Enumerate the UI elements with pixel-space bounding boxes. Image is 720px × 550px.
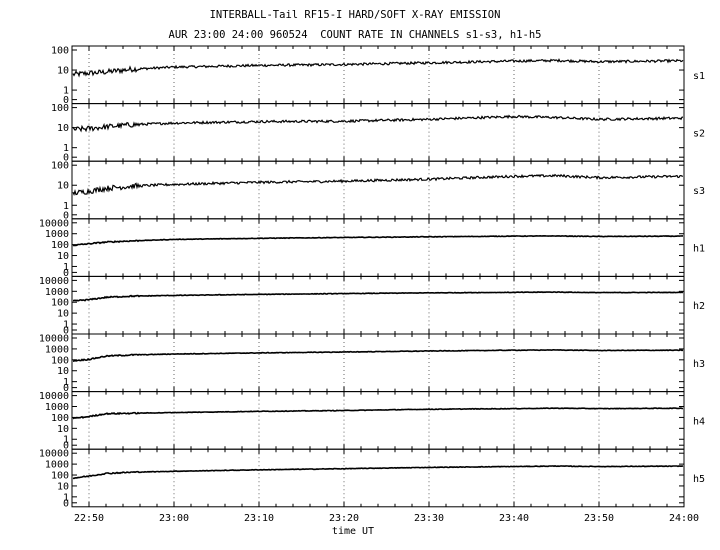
y-tick-label-h4: 10000 bbox=[39, 391, 69, 402]
y-tick-label-h4: 100 bbox=[51, 413, 69, 424]
y-tick-label-h1: 10000 bbox=[39, 218, 69, 229]
x-tick-label: 22:50 bbox=[74, 513, 104, 524]
panel-frame-h1 bbox=[71, 218, 685, 277]
series-line-s1 bbox=[72, 58, 684, 78]
y-tick-label-h2: 1000 bbox=[45, 287, 69, 298]
y-tick-label-h5: 10 bbox=[57, 481, 69, 492]
y-tick-label-h3: 1000 bbox=[45, 344, 69, 355]
y-tick-label-s1: 100 bbox=[51, 46, 69, 57]
panel-frame-s3 bbox=[71, 160, 685, 220]
panel-frame-s2 bbox=[71, 103, 685, 162]
x-tick-label: 23:10 bbox=[244, 513, 274, 524]
y-tick-label-s2: 10 bbox=[57, 123, 69, 134]
y-tick-label-h4: 1 bbox=[63, 435, 69, 446]
y-tick-label-h5: 10000 bbox=[39, 449, 69, 460]
y-tick-label-h2: 10000 bbox=[39, 276, 69, 287]
y-tick-label-h1: 1 bbox=[63, 262, 69, 273]
y-tick-label-h3: 1 bbox=[63, 377, 69, 388]
y-tick-label-h1: 0 bbox=[63, 268, 69, 279]
y-tick-label-s3: 10 bbox=[57, 181, 69, 192]
series-line-h2 bbox=[73, 291, 684, 302]
panel-frame-h5 bbox=[71, 448, 685, 508]
y-tick-label-s1: 10 bbox=[57, 66, 69, 77]
y-tick-label-h5: 100 bbox=[51, 471, 69, 482]
y-tick-label-h4: 10 bbox=[57, 424, 69, 435]
y-tick-label-h3: 10 bbox=[57, 366, 69, 377]
x-tick-label: 24:00 bbox=[669, 513, 699, 524]
channel-label-s1: s1 bbox=[693, 71, 705, 82]
series-line-h3 bbox=[73, 348, 684, 362]
y-tick-label-s1: 1 bbox=[63, 86, 69, 97]
y-tick-label-s2: 100 bbox=[51, 103, 69, 114]
x-tick-label: 23:20 bbox=[329, 513, 359, 524]
x-tick-label: 23:50 bbox=[584, 513, 614, 524]
channel-label-s2: s2 bbox=[693, 128, 705, 139]
y-tick-label-h4: 0 bbox=[63, 441, 69, 452]
series-line-h1 bbox=[72, 234, 683, 247]
channel-label-h3: h3 bbox=[693, 359, 705, 370]
series-line-s2 bbox=[72, 114, 684, 133]
panel-frame-s1 bbox=[71, 45, 685, 105]
y-tick-label-h4: 1000 bbox=[45, 402, 69, 413]
y-tick-label-h5: 1 bbox=[63, 492, 69, 503]
channel-label-h2: h2 bbox=[693, 301, 705, 312]
y-tick-label-h5: 1000 bbox=[45, 460, 69, 471]
y-tick-label-h1: 10 bbox=[57, 251, 69, 262]
y-tick-label-h2: 0 bbox=[63, 326, 69, 337]
panel-frame-h4 bbox=[71, 391, 685, 450]
y-tick-label-h3: 100 bbox=[51, 355, 69, 366]
x-tick-label: 23:00 bbox=[159, 513, 189, 524]
y-tick-label-h1: 1000 bbox=[45, 229, 69, 240]
y-tick-label-h2: 1 bbox=[63, 320, 69, 331]
y-tick-label-s3: 0 bbox=[63, 210, 69, 221]
panel-frame-h2 bbox=[71, 275, 685, 335]
channel-label-h4: h4 bbox=[693, 416, 705, 427]
y-tick-label-h1: 100 bbox=[51, 240, 69, 251]
y-tick-label-s3: 100 bbox=[51, 161, 69, 172]
chart-subtitle: AUR 23:00 24:00 960524 COUNT RATE IN CHA… bbox=[168, 29, 542, 41]
channel-label-h5: h5 bbox=[693, 474, 705, 485]
y-tick-label-s1: 0 bbox=[63, 95, 69, 106]
y-tick-label-h3: 0 bbox=[63, 383, 69, 394]
y-tick-label-h2: 100 bbox=[51, 298, 69, 309]
series-line-h4 bbox=[72, 407, 683, 420]
panel-frame-h3 bbox=[71, 333, 685, 393]
series-line-s3 bbox=[72, 173, 683, 196]
y-tick-label-s3: 1 bbox=[63, 201, 69, 212]
x-tick-label: 23:30 bbox=[414, 513, 444, 524]
chart-title: INTERBALL-Tail RF15-I HARD/SOFT X-RAY EM… bbox=[209, 9, 501, 21]
y-tick-label-h3: 10000 bbox=[39, 334, 69, 345]
channel-label-s3: s3 bbox=[693, 186, 705, 197]
y-tick-label-h5: 0 bbox=[63, 498, 69, 509]
channel-label-h1: h1 bbox=[693, 244, 705, 255]
y-tick-label-h2: 10 bbox=[57, 309, 69, 320]
series-line-h5 bbox=[72, 465, 684, 480]
y-tick-label-s2: 0 bbox=[63, 153, 69, 164]
x-tick-label: 23:40 bbox=[499, 513, 529, 524]
y-tick-label-s2: 1 bbox=[63, 143, 69, 154]
x-axis-label: time UT bbox=[332, 526, 374, 537]
